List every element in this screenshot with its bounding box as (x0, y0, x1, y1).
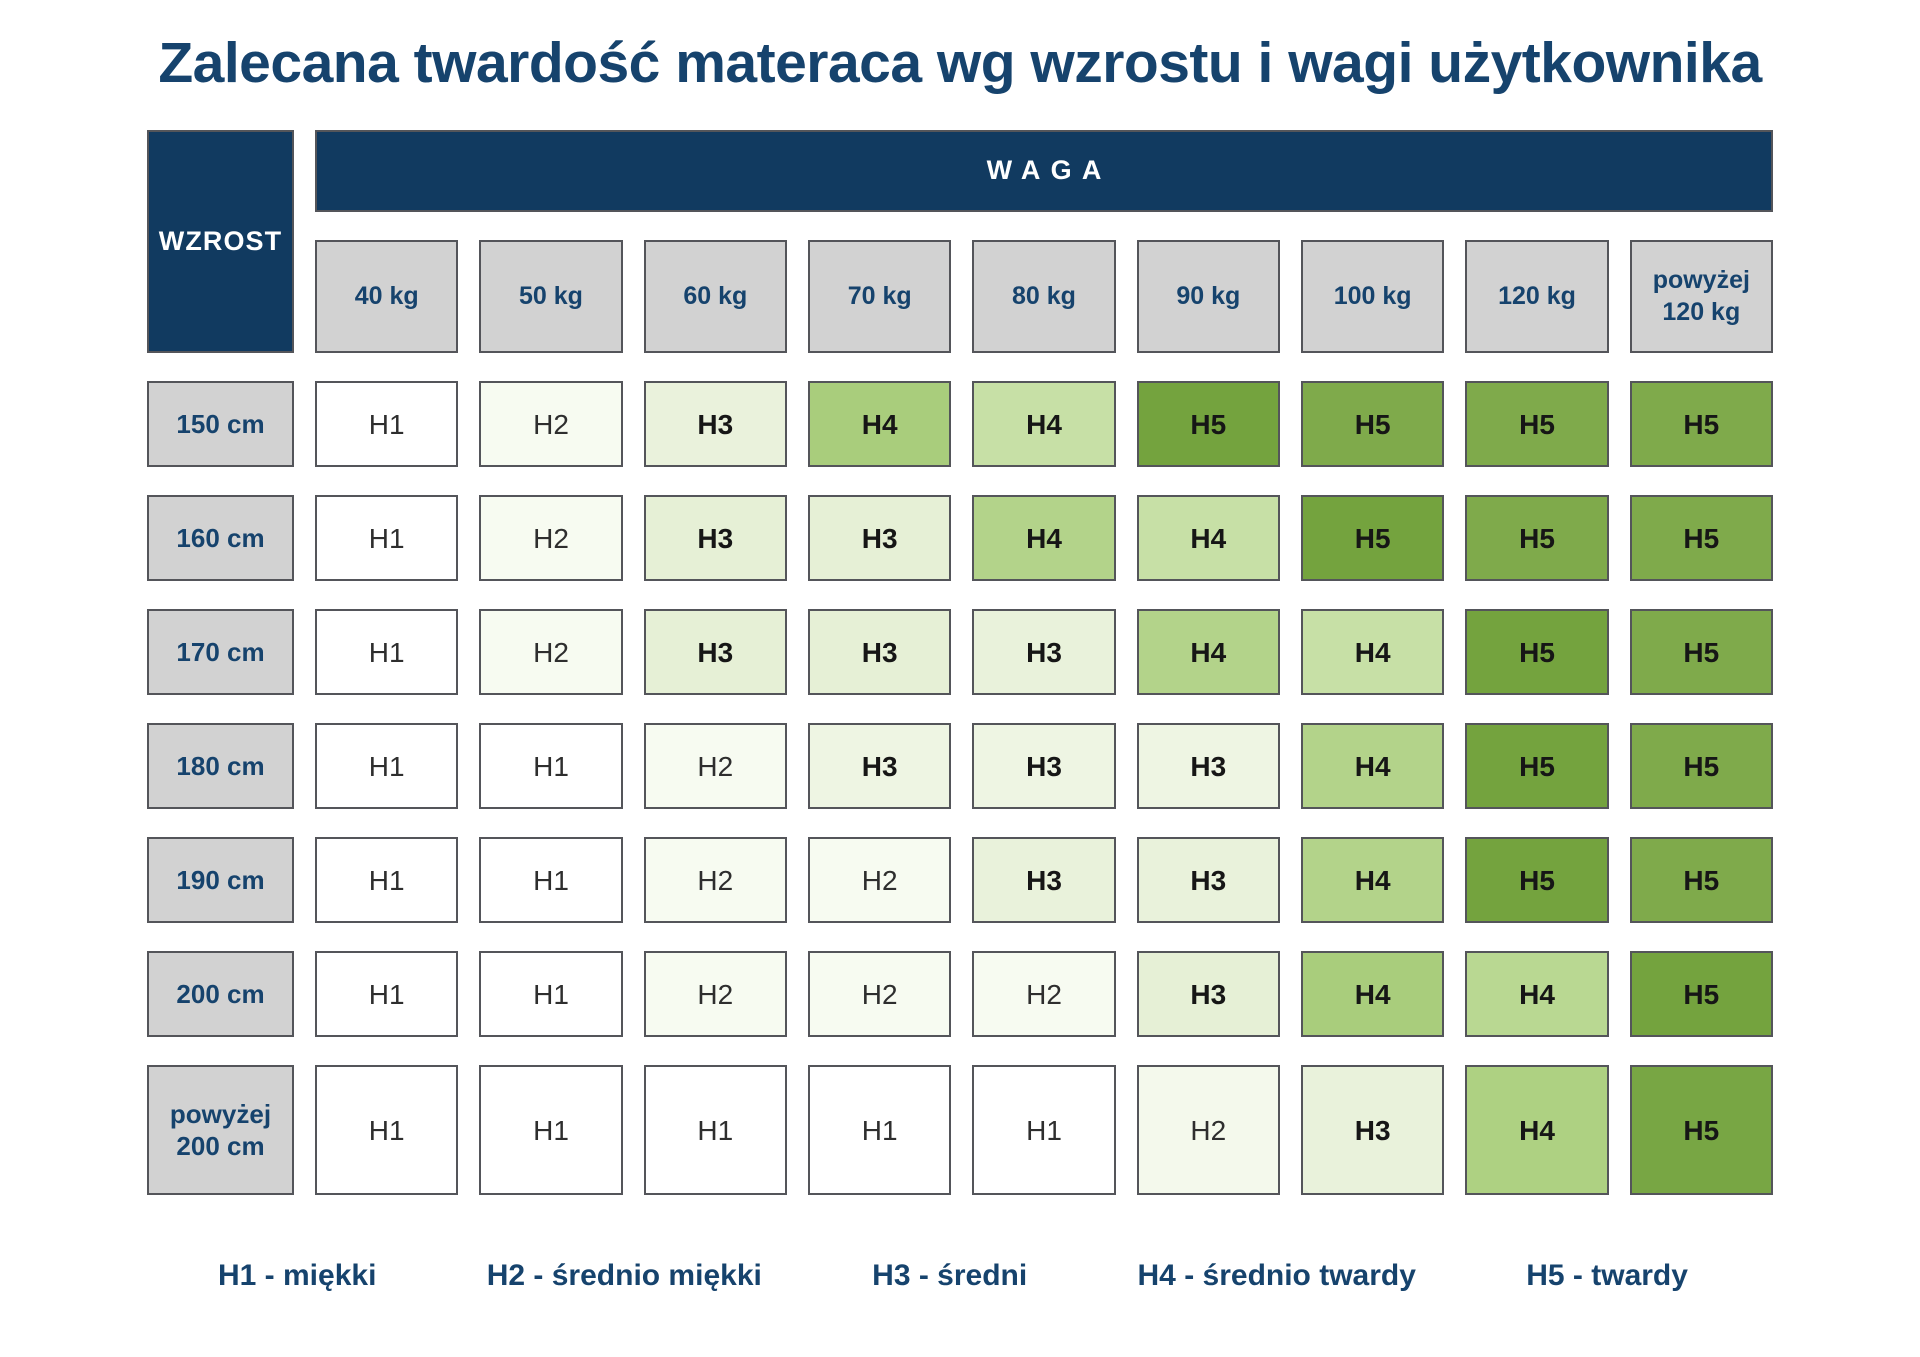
row-header-200-cm: 200 cm (147, 951, 294, 1037)
table-cell-150-cm-100-kg: H5 (1300, 381, 1445, 467)
table-cell-170-cm-50-kg: H2 (479, 609, 623, 695)
table-cell-200-cm-80-kg: H2 (972, 951, 1116, 1037)
table-cell-180-cm-60-kg: H2 (643, 723, 787, 809)
table-cell-160-cm-100-kg: H5 (1300, 495, 1445, 581)
column-header-70-kg: 70 kg (807, 240, 952, 353)
table-cell-200-cm-90-kg: H3 (1136, 951, 1280, 1037)
table-cell-150-cm-70-kg: H4 (807, 381, 952, 467)
mattress-firmness-infographic: Zalecana twardość materaca wg wzrostu i … (0, 30, 1920, 1293)
column-header-60-kg: 60 kg (643, 240, 787, 353)
table-cell-160-cm-70-kg: H3 (807, 495, 952, 581)
firmness-table: WZROST WAGA 40 kg 50 kg 60 kg 70 kg 80 kg 90 … (147, 130, 1773, 1195)
table-cell-150-cm-80-kg: H4 (972, 381, 1116, 467)
legend-item-h1: H1 - miękki (218, 1259, 377, 1292)
table-cell-170-cm-100-kg: H4 (1300, 609, 1445, 695)
table-cell-150-cm-40-kg: H1 (315, 381, 459, 467)
table-cell-200-cm-powyżej-120-kg: H5 (1629, 951, 1773, 1037)
column-header-40-kg: 40 kg (315, 240, 459, 353)
table-cell-200-cm-50-kg: H1 (479, 951, 623, 1037)
table-cell-powyżej-200-cm-100-kg: H3 (1300, 1065, 1445, 1195)
table-cell-160-cm-60-kg: H3 (643, 495, 787, 581)
table-cell-powyżej-200-cm-50-kg: H1 (479, 1065, 623, 1195)
table-cell-190-cm-120-kg: H5 (1465, 837, 1609, 923)
table-cell-170-cm-40-kg: H1 (315, 609, 459, 695)
table-cell-190-cm-50-kg: H1 (479, 837, 623, 923)
table-cell-powyżej-200-cm-120-kg: H4 (1465, 1065, 1609, 1195)
legend-item-h3: H3 - średni (872, 1259, 1028, 1292)
table-cell-160-cm-50-kg: H2 (479, 495, 623, 581)
table-cell-180-cm-100-kg: H4 (1300, 723, 1445, 809)
table-cell-170-cm-80-kg: H3 (972, 609, 1116, 695)
row-header-180-cm: 180 cm (147, 723, 294, 809)
page-title: Zalecana twardość materaca wg wzrostu i … (158, 31, 1762, 95)
column-header-100-kg: 100 kg (1300, 240, 1445, 353)
table-cell-160-cm-90-kg: H4 (1136, 495, 1280, 581)
legend-item-h4: H4 - średnio twardy (1137, 1259, 1416, 1292)
row-header-powyżej-200-cm: powyżej 200 cm (147, 1065, 294, 1195)
table-cell-160-cm-120-kg: H5 (1465, 495, 1609, 581)
table-cell-170-cm-70-kg: H3 (807, 609, 952, 695)
table-cell-160-cm-80-kg: H4 (972, 495, 1116, 581)
table-cell-180-cm-80-kg: H3 (972, 723, 1116, 809)
row-header-170-cm: 170 cm (147, 609, 294, 695)
row-header-190-cm: 190 cm (147, 837, 294, 923)
table-cell-180-cm-50-kg: H1 (479, 723, 623, 809)
column-header-80-kg: 80 kg (972, 240, 1116, 353)
row-group-header-wzrost: WZROST (147, 130, 294, 353)
legend: H1 - miękki H2 - średnio miękki H3 - średn… (218, 1259, 1688, 1293)
table-cell-180-cm-40-kg: H1 (315, 723, 459, 809)
table-cell-170-cm-powyżej-120-kg: H5 (1629, 609, 1773, 695)
table-cell-190-cm-powyżej-120-kg: H5 (1629, 837, 1773, 923)
table-cell-powyżej-200-cm-powyżej-120-kg: H5 (1629, 1065, 1773, 1195)
table-cell-190-cm-60-kg: H2 (643, 837, 787, 923)
table-cell-160-cm-40-kg: H1 (315, 495, 459, 581)
column-header-50-kg: 50 kg (479, 240, 623, 353)
table-cell-190-cm-100-kg: H4 (1300, 837, 1445, 923)
column-header-120-kg: 120 kg (1465, 240, 1609, 353)
row-header-150-cm: 150 cm (147, 381, 294, 467)
table-cell-powyżej-200-cm-40-kg: H1 (315, 1065, 459, 1195)
table-cell-powyżej-200-cm-80-kg: H1 (972, 1065, 1116, 1195)
table-cell-200-cm-100-kg: H4 (1300, 951, 1445, 1037)
table-cell-200-cm-60-kg: H2 (643, 951, 787, 1037)
table-cell-170-cm-60-kg: H3 (643, 609, 787, 695)
table-cell-200-cm-40-kg: H1 (315, 951, 459, 1037)
table-cell-150-cm-powyżej-120-kg: H5 (1629, 381, 1773, 467)
table-cell-190-cm-70-kg: H2 (807, 837, 952, 923)
row-header-160-cm: 160 cm (147, 495, 294, 581)
table-cell-150-cm-90-kg: H5 (1136, 381, 1280, 467)
table-cell-200-cm-120-kg: H4 (1465, 951, 1609, 1037)
col-group-header-waga: WAGA (315, 130, 1773, 212)
table-cell-190-cm-80-kg: H3 (972, 837, 1116, 923)
table-cell-180-cm-70-kg: H3 (807, 723, 952, 809)
table-cell-powyżej-200-cm-60-kg: H1 (643, 1065, 787, 1195)
table-cell-170-cm-120-kg: H5 (1465, 609, 1609, 695)
table-cell-powyżej-200-cm-90-kg: H2 (1136, 1065, 1280, 1195)
table-cell-150-cm-120-kg: H5 (1465, 381, 1609, 467)
column-header-90-kg: 90 kg (1136, 240, 1280, 353)
table-cell-190-cm-40-kg: H1 (315, 837, 459, 923)
table-cell-180-cm-120-kg: H5 (1465, 723, 1609, 809)
table-cell-170-cm-90-kg: H4 (1136, 609, 1280, 695)
table-cell-180-cm-powyżej-120-kg: H5 (1629, 723, 1773, 809)
table-cell-powyżej-200-cm-70-kg: H1 (807, 1065, 952, 1195)
table-cell-190-cm-90-kg: H3 (1136, 837, 1280, 923)
table-cell-150-cm-60-kg: H3 (643, 381, 787, 467)
legend-item-h2: H2 - średnio miękki (486, 1259, 762, 1292)
column-header-powyżej-120-kg: powyżej 120 kg (1629, 240, 1773, 353)
table-cell-180-cm-90-kg: H3 (1136, 723, 1280, 809)
table-cell-200-cm-70-kg: H2 (807, 951, 952, 1037)
table-cell-160-cm-powyżej-120-kg: H5 (1629, 495, 1773, 581)
table-cell-150-cm-50-kg: H2 (479, 381, 623, 467)
legend-item-h5: H5 - twardy (1526, 1259, 1688, 1292)
